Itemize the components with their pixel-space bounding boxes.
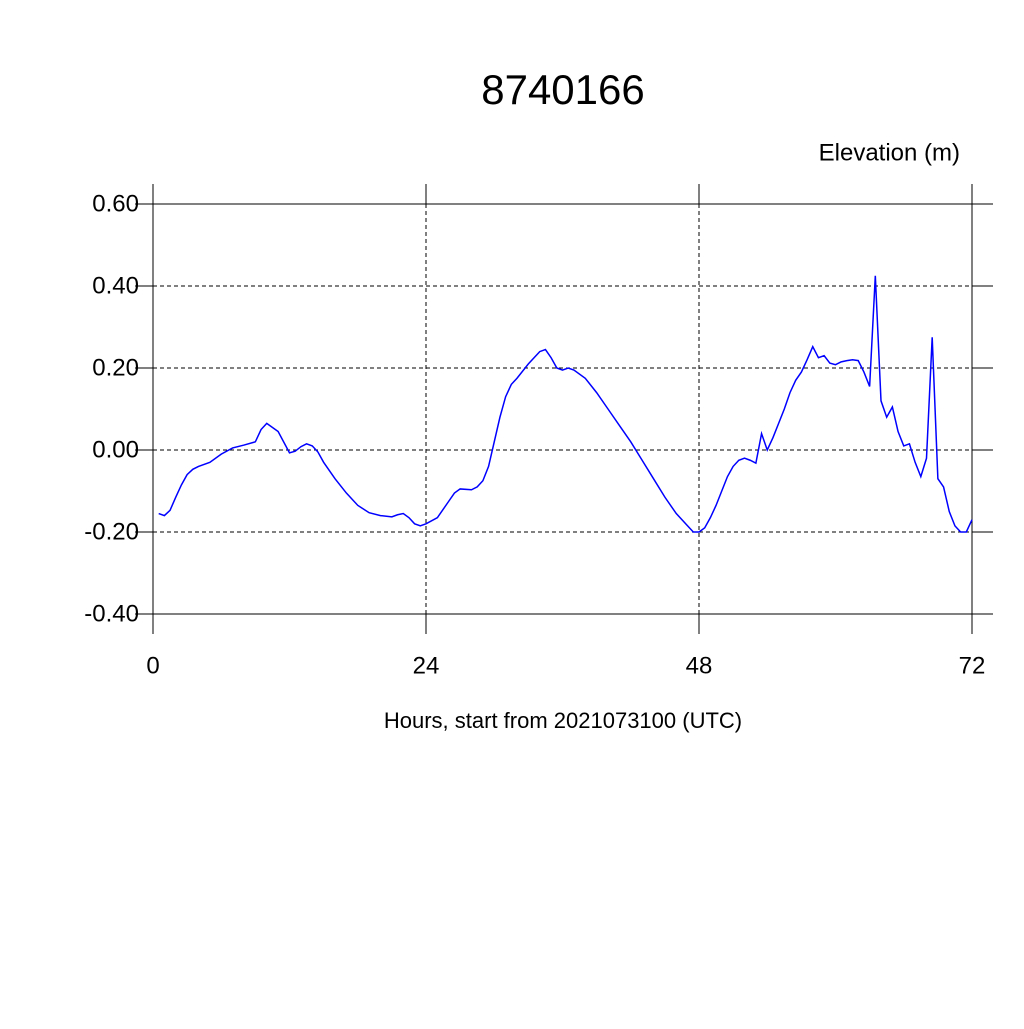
plot-frame xyxy=(152,203,973,615)
x-tick-label: 0 xyxy=(146,652,159,679)
y-tick-label: 0.00 xyxy=(92,436,139,463)
y-tick-label: 0.20 xyxy=(92,354,139,381)
y-tick-label: 0.40 xyxy=(92,272,139,299)
x-tick-label: 72 xyxy=(959,652,986,679)
data-line xyxy=(158,275,973,533)
y-tick-label: -0.20 xyxy=(84,518,139,545)
y-tick-label: 0.60 xyxy=(92,190,139,217)
y-tick-label: -0.40 xyxy=(84,600,139,627)
x-axis-label: Hours, start from 2021073100 (UTC) xyxy=(384,708,742,733)
chart-title: 8740166 xyxy=(481,66,645,113)
x-tick-label: 24 xyxy=(413,652,440,679)
chart-subtitle: Elevation (m) xyxy=(819,139,960,166)
x-tick-label: 48 xyxy=(686,652,713,679)
